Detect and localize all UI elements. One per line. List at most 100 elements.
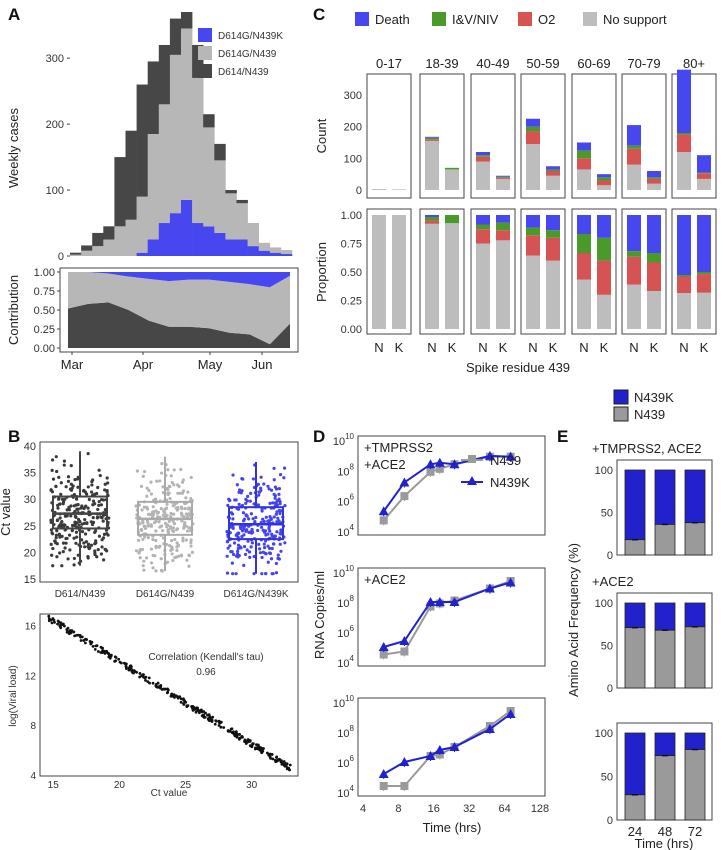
b-point <box>77 523 81 527</box>
e-ytick-label: 100 <box>595 598 613 610</box>
c-count-bar-none <box>392 189 406 190</box>
c-count-bar-iv <box>425 137 439 140</box>
b-point <box>185 558 189 562</box>
b2-point <box>202 710 206 713</box>
b-point <box>270 534 274 538</box>
a-bar-n439 <box>258 242 271 251</box>
b2-point <box>243 740 246 743</box>
c-prop-ytick-label: 1.00 <box>341 210 362 222</box>
b-point <box>63 514 68 518</box>
b2-point <box>269 756 272 760</box>
b2-point <box>91 644 95 648</box>
b-point <box>179 467 183 472</box>
b2-point <box>193 708 197 711</box>
e-ytick-label: 0 <box>607 550 613 562</box>
b-point <box>142 568 146 572</box>
b2-point <box>109 654 113 658</box>
d-xlabel: Time (hrs) <box>423 820 482 835</box>
a-bar-n439 <box>114 226 126 256</box>
b-point <box>277 519 281 523</box>
b2-point <box>67 630 70 634</box>
d-marker-n439 <box>400 492 409 501</box>
b2-point <box>244 742 248 745</box>
a-bar-n439k <box>258 250 271 256</box>
b2-point <box>232 732 236 736</box>
d-xtick-label: 32 <box>463 803 475 815</box>
b-point <box>150 512 154 516</box>
b-point <box>159 568 164 573</box>
a-bar-d614 <box>203 114 215 128</box>
b-point <box>181 539 185 543</box>
c-prop-bar-o2 <box>425 220 439 224</box>
b-point <box>154 569 158 573</box>
b-point <box>161 485 165 489</box>
c-count-bar-none <box>372 189 386 190</box>
d-ytick-label: 1010 <box>333 564 355 580</box>
b2-point <box>117 657 121 661</box>
c-prop-bar-none <box>445 223 459 329</box>
c-prop-bar-o2 <box>627 256 641 285</box>
b2-point <box>251 742 254 746</box>
c-count-bar-o2 <box>647 178 661 184</box>
b2-point <box>195 706 199 710</box>
b-point <box>149 547 154 551</box>
b2-point <box>235 733 239 736</box>
a-area-n439 <box>68 272 290 345</box>
a-ytick-label: 200 <box>46 119 64 131</box>
c-prop-bar-iv <box>526 227 540 236</box>
a-bar-n439 <box>225 193 237 240</box>
b2-point <box>151 681 155 685</box>
b-point <box>139 484 144 488</box>
c-prop-facet-frame <box>621 208 667 335</box>
e-bar-n439 <box>654 524 676 556</box>
a2-ytick-label: 0.75 <box>34 286 55 298</box>
b-point <box>231 473 235 477</box>
c-count-bar-o2 <box>577 158 591 170</box>
c-prop-bar-iv <box>496 222 510 231</box>
c-xtick-label: K <box>700 340 709 355</box>
b-point <box>272 515 276 519</box>
b-point <box>189 541 193 545</box>
b2-point <box>155 685 159 689</box>
c-xtick-label: K <box>448 340 457 355</box>
b2-point <box>52 618 56 622</box>
c-prop-bar-death <box>697 215 711 272</box>
b-point <box>189 496 193 501</box>
d-legend-label: N439 <box>490 453 521 468</box>
b-point <box>166 492 170 497</box>
b-point <box>232 541 237 545</box>
b-point <box>72 563 76 567</box>
a-area-n439k <box>68 272 290 288</box>
b-point <box>261 517 265 521</box>
b2-point <box>250 745 254 749</box>
b-point <box>252 572 256 576</box>
d-marker-n439 <box>400 647 409 656</box>
b2-point <box>83 641 87 645</box>
b2-xtick-label: 15 <box>48 780 60 791</box>
e-legend-label: N439 <box>634 407 665 422</box>
b2-point <box>278 757 281 761</box>
b-point <box>141 519 145 523</box>
d-xtick-label: 4 <box>360 803 366 815</box>
b-point <box>97 499 101 504</box>
c-count-bar-iv <box>546 169 560 171</box>
e-bar-n439k <box>654 732 676 757</box>
b-point <box>70 523 75 528</box>
c-prop-ytick-label: 0.00 <box>341 324 362 336</box>
b-point <box>106 481 110 485</box>
b-point <box>58 551 62 555</box>
b-point <box>55 469 59 474</box>
b2-point <box>254 746 257 750</box>
b2-point <box>210 720 214 723</box>
b2-point <box>174 694 178 698</box>
b-point <box>88 545 92 550</box>
c-prop-bar-iv <box>627 251 641 257</box>
b-point <box>57 475 61 479</box>
b-point <box>58 502 62 506</box>
b-point <box>66 475 71 479</box>
b2-point <box>214 719 218 723</box>
b-point <box>154 545 158 550</box>
b-point <box>273 485 277 489</box>
b-point <box>93 552 97 557</box>
b-scatter-frame <box>39 613 299 777</box>
